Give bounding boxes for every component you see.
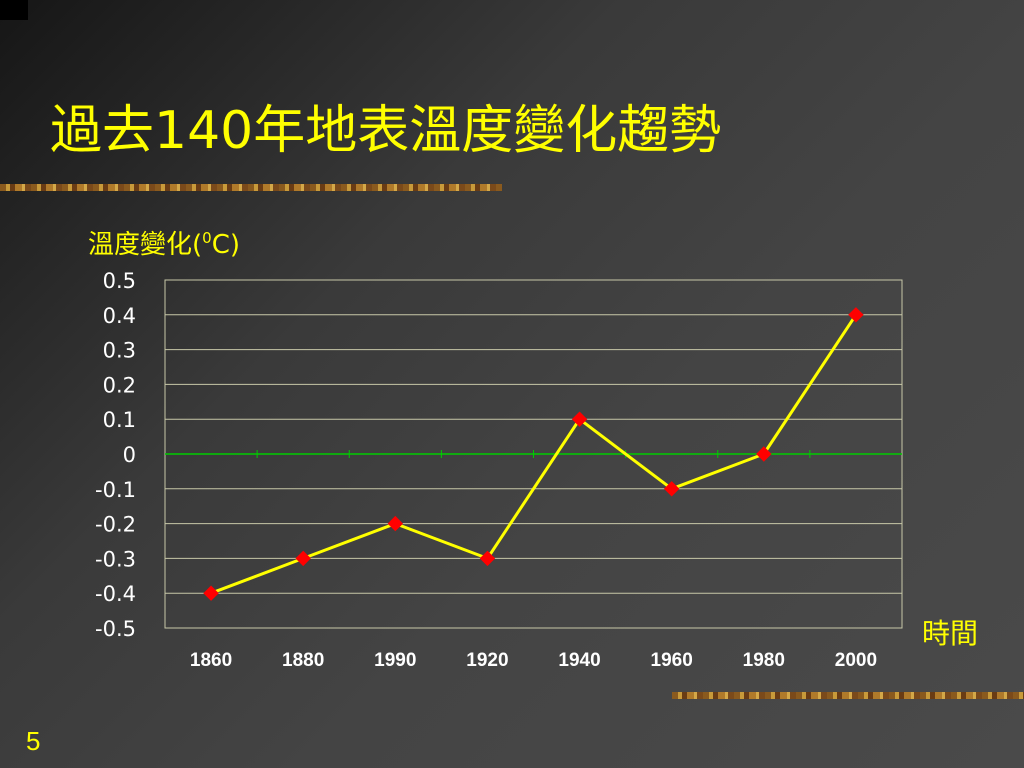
data-point-marker <box>663 481 680 497</box>
x-axis-label: 時間 <box>922 617 979 650</box>
y-axis-label-text: 溫度變化( <box>88 230 203 260</box>
y-tick-label: -0.2 <box>95 513 136 537</box>
x-tick-label: 1860 <box>190 650 232 671</box>
slide-title: 過去140年地表溫度變化趨勢 <box>50 101 722 161</box>
x-tick-label: 2000 <box>835 650 877 671</box>
y-tick-label: 0.5 <box>103 269 136 293</box>
y-tick-label: -0.5 <box>95 617 136 641</box>
x-tick-label: 1920 <box>466 650 508 671</box>
corner-mark <box>0 0 28 20</box>
data-point-marker <box>479 550 496 567</box>
y-tick-label: 0.1 <box>103 408 136 432</box>
y-tick-label: 0.4 <box>103 304 136 328</box>
data-point-marker <box>295 550 311 567</box>
data-point-marker <box>571 411 588 427</box>
data-point-marker <box>848 307 864 323</box>
y-axis-label-superscript: 0 <box>202 229 212 247</box>
x-tick-label: 1990 <box>374 650 416 671</box>
y-tick-label: -0.4 <box>95 582 136 606</box>
y-tick-label: -0.3 <box>95 547 136 571</box>
data-point-marker <box>387 515 404 532</box>
y-tick-label: -0.1 <box>95 478 136 502</box>
y-tick-label: 0.2 <box>103 373 136 397</box>
data-point-marker <box>756 446 772 462</box>
decorative-band-bottom <box>672 692 1024 699</box>
series-line <box>210 313 858 595</box>
page-number: 5 <box>26 726 41 756</box>
y-tick-label: 0 <box>123 443 136 467</box>
x-tick-label: 1960 <box>651 650 693 671</box>
x-tick-label: 1940 <box>558 650 600 671</box>
y-axis-label-unit: C) <box>211 230 241 260</box>
x-tick-label: 1880 <box>282 650 324 671</box>
decorative-band-top <box>0 184 502 191</box>
x-tick-label: 1980 <box>743 650 785 671</box>
data-point-marker <box>203 585 219 601</box>
y-tick-label: 0.3 <box>103 339 136 363</box>
y-axis-label: 溫度變化(0C) <box>88 224 240 261</box>
